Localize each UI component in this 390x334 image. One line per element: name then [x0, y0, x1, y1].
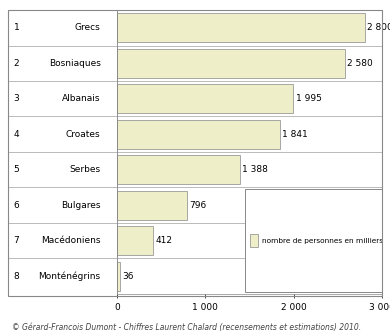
Text: Macédoniens: Macédoniens — [41, 236, 101, 245]
Text: 36: 36 — [122, 272, 134, 281]
Text: 796: 796 — [190, 201, 207, 210]
Bar — [117, 191, 187, 220]
Text: Serbes: Serbes — [69, 165, 101, 174]
Text: 5: 5 — [14, 165, 20, 174]
Text: Bulgares: Bulgares — [61, 201, 101, 210]
Bar — [117, 84, 293, 113]
Bar — [117, 13, 365, 42]
Text: 1: 1 — [14, 23, 20, 32]
Text: 412: 412 — [156, 236, 173, 245]
Text: nombre de personnes en milliers: nombre de personnes en milliers — [262, 238, 383, 244]
Text: Bosniaques: Bosniaques — [49, 59, 101, 68]
Bar — [117, 262, 120, 291]
Text: 1 995: 1 995 — [296, 94, 321, 103]
Bar — [117, 49, 345, 78]
Text: 8: 8 — [14, 272, 20, 281]
Text: 4: 4 — [14, 130, 20, 139]
Bar — [117, 155, 240, 184]
Bar — [117, 120, 280, 149]
Bar — [245, 189, 382, 292]
Text: 6: 6 — [14, 201, 20, 210]
Text: 7: 7 — [14, 236, 20, 245]
Text: 2: 2 — [14, 59, 20, 68]
Bar — [117, 226, 153, 255]
Text: Grecs: Grecs — [75, 23, 101, 32]
Text: Monténégrins: Monténégrins — [39, 272, 101, 281]
Text: © Gérard-Francois Dumont - Chiffres Laurent Chalard (recensements et estimations: © Gérard-Francois Dumont - Chiffres Laur… — [12, 323, 361, 332]
Text: 1 841: 1 841 — [282, 130, 308, 139]
Text: Croates: Croates — [66, 130, 101, 139]
Text: 3: 3 — [14, 94, 20, 103]
Text: Albanais: Albanais — [62, 94, 101, 103]
Bar — [250, 234, 259, 247]
Text: 1 388: 1 388 — [242, 165, 268, 174]
Text: 2 800: 2 800 — [367, 23, 390, 32]
Text: 2 580: 2 580 — [347, 59, 373, 68]
